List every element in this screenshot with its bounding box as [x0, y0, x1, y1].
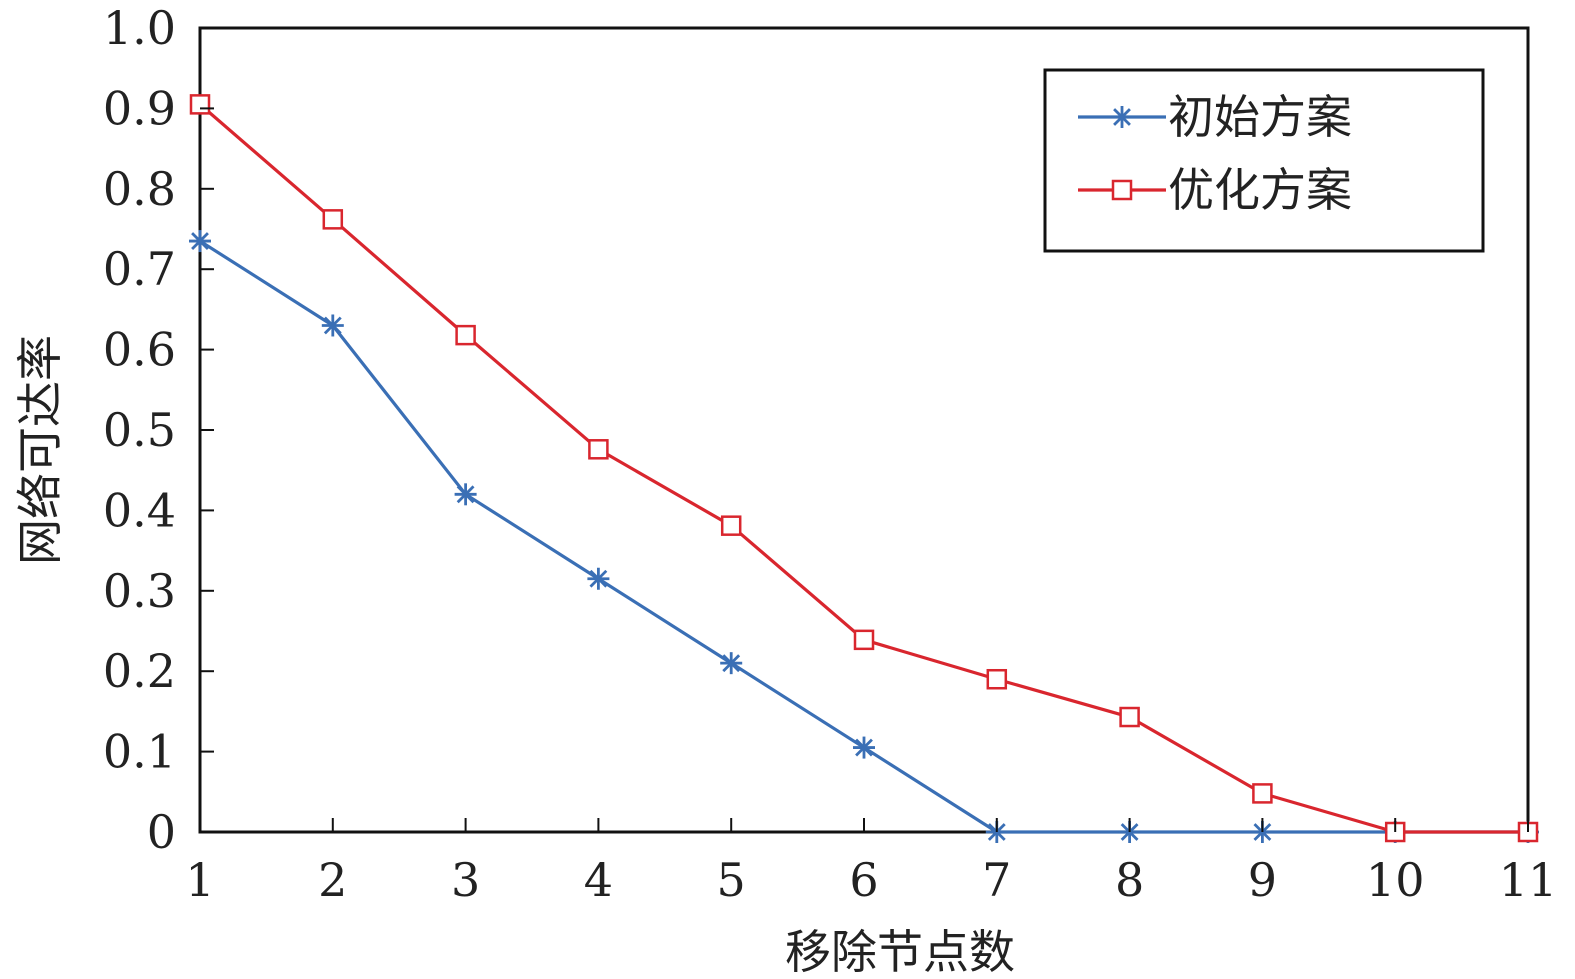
- data-point: [720, 515, 742, 536]
- x-tick-label: 2: [318, 853, 347, 907]
- x-tick-label: 3: [451, 853, 480, 907]
- data-point: [587, 567, 610, 590]
- y-tick-label: 0.6: [103, 323, 176, 377]
- x-tick-label: 11: [1499, 853, 1558, 907]
- data-point: [454, 483, 477, 506]
- data-point: [1252, 783, 1273, 804]
- legend-marker: [1111, 106, 1133, 128]
- data-point: [853, 736, 875, 759]
- x-tick-label: 10: [1366, 853, 1425, 907]
- x-axis-title: 移除节点数: [785, 925, 1015, 979]
- x-tick-label: 9: [1248, 853, 1277, 907]
- x-tick-label: 8: [1115, 853, 1144, 907]
- data-point: [321, 314, 344, 337]
- legend-entry-2: 优化方案: [1078, 163, 1352, 217]
- y-tick-label: 0.5: [103, 403, 176, 457]
- ticks-layer: 1 2 3 4 5 6 7 8 9 10 11 0 0.1 0.2 0.3 0.4 0.5 0.6 0.7 0.8 0.…: [103, 1, 1557, 907]
- data-point: [853, 629, 875, 651]
- data-point: [1119, 706, 1140, 728]
- x-tick-label: 4: [584, 853, 613, 907]
- legend-label: 优化方案: [1168, 163, 1352, 217]
- legend-entry-1: 初始方案: [1078, 90, 1352, 144]
- data-point: [455, 324, 476, 346]
- data-point: [189, 94, 211, 115]
- y-tick-label: 0.1: [103, 725, 176, 779]
- y-tick-label: 0.7: [103, 242, 176, 296]
- data-point: [986, 668, 1008, 690]
- x-tick-label: 7: [982, 853, 1011, 907]
- y-axis-title: 网络可达率: [13, 335, 67, 565]
- data-point: [720, 652, 743, 675]
- x-tick-label: 5: [717, 853, 746, 907]
- data-point: [189, 230, 211, 253]
- y-tick-label: 0.4: [103, 483, 176, 537]
- x-tick-label: 6: [849, 853, 878, 907]
- data-point: [322, 209, 344, 230]
- y-tick-label: 0.9: [103, 81, 176, 135]
- y-tick-label: 0.3: [103, 564, 176, 618]
- y-tick-label: 0.2: [103, 644, 176, 698]
- series-1: [189, 230, 1539, 843]
- y-tick-label: 1.0: [103, 1, 176, 55]
- legend-box: [1043, 68, 1485, 253]
- legend-marker: [1111, 179, 1133, 201]
- legend-label: 初始方案: [1168, 90, 1352, 144]
- data-point: [588, 439, 609, 460]
- x-tick-label: 1: [185, 853, 214, 907]
- y-tick-label: 0: [147, 805, 176, 859]
- y-tick-label: 0.8: [103, 162, 176, 216]
